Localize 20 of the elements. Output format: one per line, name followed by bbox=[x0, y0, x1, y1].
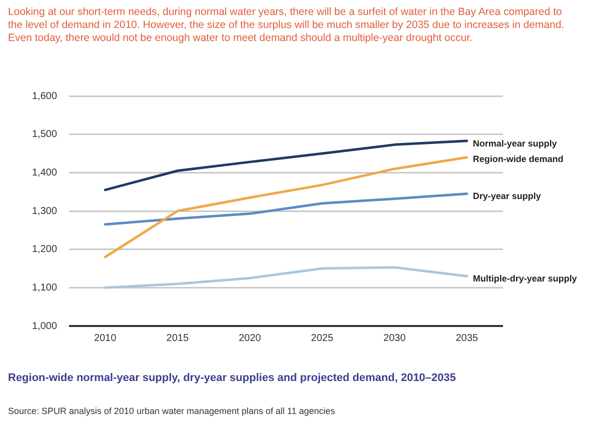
x-tick-label: 2035 bbox=[456, 332, 478, 344]
y-tick-label: 1,300 bbox=[32, 206, 58, 217]
y-tick-label: 1,500 bbox=[32, 129, 58, 140]
y-tick-label: 1,600 bbox=[32, 90, 58, 102]
source-note: Source: SPUR analysis of 2010 urban water management plans of all 11 agencies bbox=[8, 406, 336, 416]
x-tick-label: 2010 bbox=[94, 332, 117, 344]
y-tick-label: 1,100 bbox=[32, 282, 58, 294]
x-tick-label: 2015 bbox=[166, 332, 190, 344]
x-tick-label: 2030 bbox=[383, 332, 406, 344]
series-label: Dry-year supply bbox=[472, 191, 541, 202]
y-tick-label: 1,200 bbox=[32, 244, 58, 256]
y-tick-label: 1,000 bbox=[32, 320, 58, 332]
x-tick-label: 2020 bbox=[238, 332, 262, 344]
chart-title: Looking at our short-term needs, during normal water years, there will be a surfeit of water in the Bay Area compared to the level of demand in 2010. However, the size of the surplus will be much smaller by 2035 due to increases in demand. Even today, there would not be enough water to meet demand should a multiple-year drought occur. bbox=[8, 6, 566, 45]
series-label: Normal-year supply bbox=[472, 138, 557, 148]
series-label: Multiple-dry-year supply bbox=[472, 274, 577, 284]
x-tick-label: 2025 bbox=[311, 332, 334, 344]
text: Region-wide normal-year supply, dry-year supplies and projected demand, 2010–2035 bbox=[8, 372, 456, 384]
series-label: Region-wide demand bbox=[472, 154, 564, 164]
y-tick-label: 1,400 bbox=[32, 167, 58, 178]
